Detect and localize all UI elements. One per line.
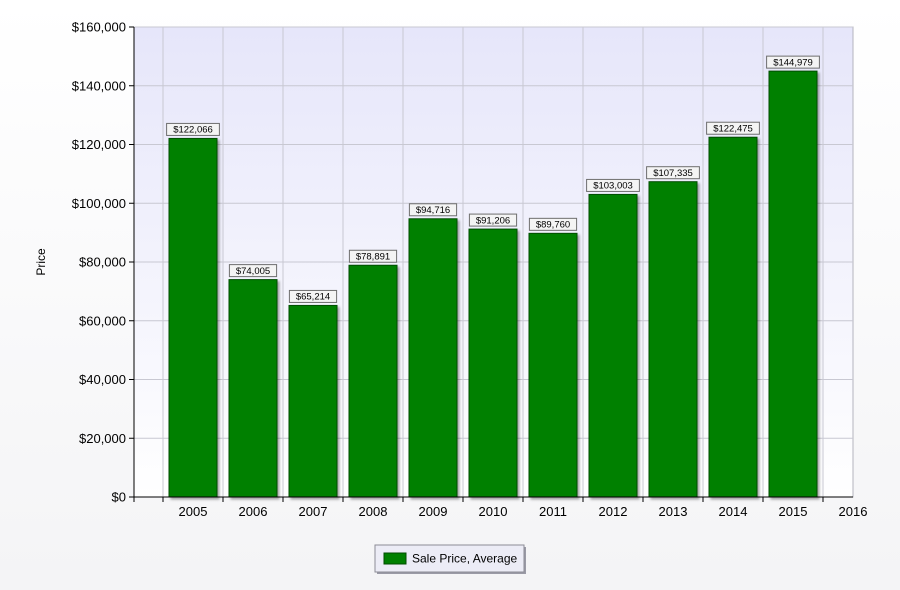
- x-tick-label: 2006: [239, 504, 268, 519]
- x-tick-label: 2009: [419, 504, 448, 519]
- y-axis-title: Price: [34, 248, 48, 276]
- bar: [469, 229, 517, 497]
- data-label: $94,716: [416, 205, 450, 216]
- y-tick-label: $40,000: [79, 372, 126, 387]
- x-tick-label: 2012: [599, 504, 628, 519]
- data-label: $74,005: [236, 266, 270, 277]
- data-label: $89,760: [536, 220, 570, 231]
- data-label: $144,979: [773, 57, 813, 68]
- data-label: $122,475: [713, 124, 753, 135]
- x-tick-label: 2011: [539, 504, 567, 519]
- y-tick-label: $20,000: [79, 431, 126, 446]
- y-tick-label: $100,000: [72, 196, 126, 211]
- y-tick-label: $0: [112, 490, 126, 505]
- x-tick-label: 2007: [299, 504, 328, 519]
- bar: [409, 219, 457, 497]
- data-label: $91,206: [476, 215, 510, 226]
- x-tick-label: 2008: [359, 504, 388, 519]
- x-tick-label: 2015: [779, 504, 808, 519]
- y-tick-label: $80,000: [79, 255, 126, 270]
- bar: [769, 71, 817, 497]
- y-tick-label: $160,000: [72, 20, 126, 35]
- y-tick-label: $120,000: [72, 137, 126, 152]
- legend-swatch: [384, 553, 406, 564]
- legend-label: Sale Price, Average: [412, 552, 518, 566]
- bar: [169, 138, 217, 497]
- data-label: $107,335: [653, 168, 693, 179]
- y-tick-label: $140,000: [72, 78, 126, 93]
- bar: [289, 305, 337, 497]
- bar: [529, 233, 577, 497]
- x-tick-label: 2013: [659, 504, 688, 519]
- data-label: $103,003: [593, 181, 633, 192]
- bar: [589, 194, 637, 497]
- x-tick-label: 2014: [719, 504, 748, 519]
- data-label: $65,214: [296, 292, 330, 303]
- legend: Sale Price, Average: [375, 545, 526, 574]
- x-tick-label: 2010: [479, 504, 508, 519]
- data-label: $122,066: [173, 125, 213, 136]
- bar: [229, 280, 277, 497]
- y-tick-label: $60,000: [79, 313, 126, 328]
- x-tick-label: 2005: [179, 504, 208, 519]
- bar: [649, 182, 697, 497]
- bar: [709, 137, 757, 497]
- bar: [349, 265, 397, 497]
- x-tick-label: 2016: [839, 504, 868, 519]
- data-label: $78,891: [356, 252, 390, 263]
